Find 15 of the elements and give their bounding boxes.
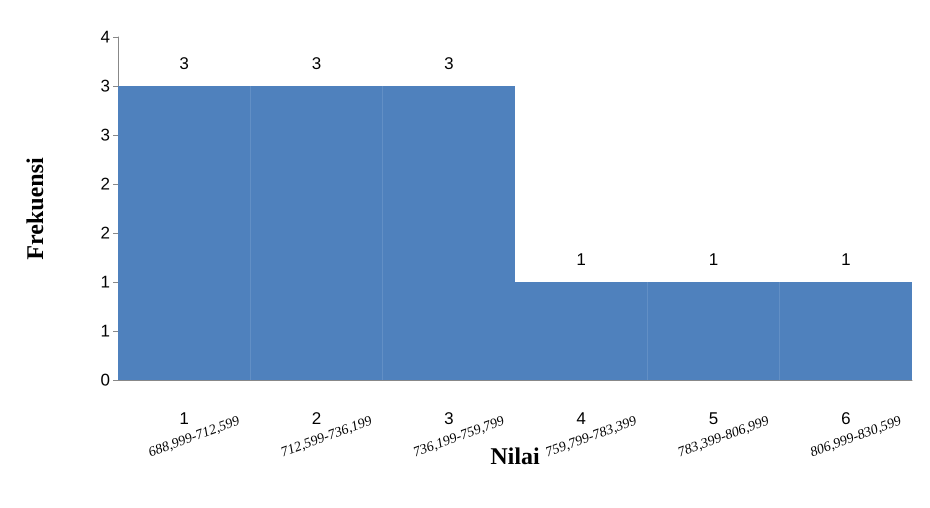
y-tick-label: 3	[100, 76, 110, 96]
y-tick-label: 0	[100, 370, 110, 390]
data-label: 3	[444, 54, 454, 73]
y-tick-label: 2	[100, 174, 110, 194]
y-tick-label: 4	[100, 28, 110, 46]
data-label: 1	[841, 250, 851, 269]
data-label: 3	[179, 54, 189, 73]
y-tick-label: 3	[100, 126, 110, 144]
data-label: 1	[708, 250, 718, 269]
y-tick-label: 1	[100, 272, 110, 292]
data-label: 3	[312, 54, 322, 73]
y-tick-label: 1	[100, 322, 110, 340]
y-axis-title: Frekuensi	[23, 157, 49, 260]
y-tick-label: 2	[100, 224, 110, 242]
data-label: 1	[576, 250, 586, 269]
